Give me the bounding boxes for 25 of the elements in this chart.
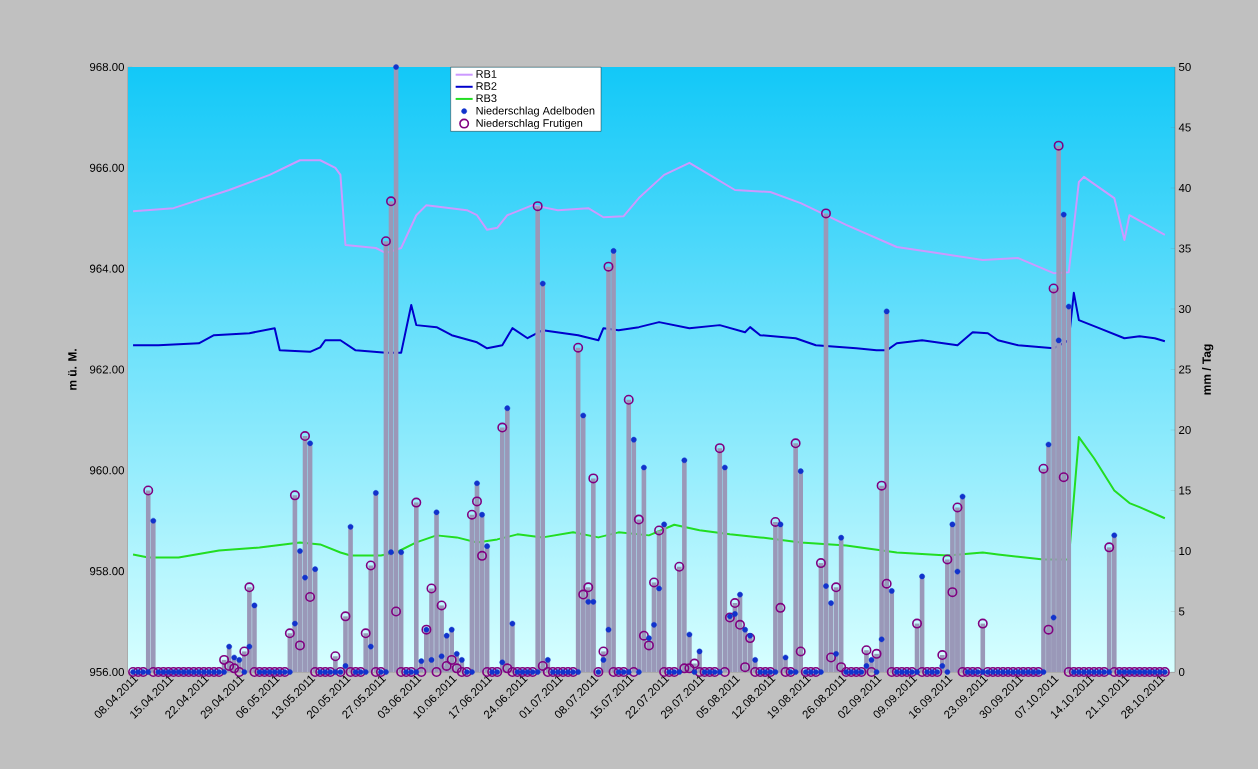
legend-label: RB1 bbox=[476, 70, 497, 78]
y2-tick-label: 10 bbox=[1179, 546, 1191, 556]
y-tick-label: 964.00 bbox=[89, 264, 125, 273]
y-tick-label: 958.00 bbox=[89, 567, 125, 576]
legend-label: RB2 bbox=[476, 82, 497, 90]
y2-tick-label: 20 bbox=[1179, 425, 1191, 435]
legend-label: Niederschlag Adelboden bbox=[476, 106, 595, 117]
y2-tick-label: 25 bbox=[1179, 365, 1191, 374]
y-axis-title: m ü. M. bbox=[68, 349, 77, 390]
y2-tick-label: 50 bbox=[1178, 62, 1191, 72]
y2-tick-label: 0 bbox=[1178, 667, 1185, 677]
y2-tick-label: 30 bbox=[1178, 304, 1191, 314]
y-tick-label: 960.00 bbox=[89, 466, 125, 475]
y-tick-label: 956.00 bbox=[89, 667, 125, 677]
y-tick-label: 968.00 bbox=[89, 62, 125, 72]
y2-tick-label: 35 bbox=[1178, 244, 1191, 253]
y2-tick-label: 5 bbox=[1178, 607, 1185, 616]
y2-tick-label: 45 bbox=[1178, 123, 1191, 132]
y-tick-label: 966.00 bbox=[89, 163, 125, 172]
legend-label: Niederschlag Frutigen bbox=[476, 118, 583, 130]
y-tick-label: 962.00 bbox=[89, 365, 125, 374]
y2-axis-title: mm / Tag bbox=[1202, 344, 1214, 395]
y2-tick-label: 40 bbox=[1178, 183, 1191, 193]
legend-label: RB3 bbox=[476, 94, 497, 103]
y2-tick-label: 15 bbox=[1179, 486, 1191, 495]
